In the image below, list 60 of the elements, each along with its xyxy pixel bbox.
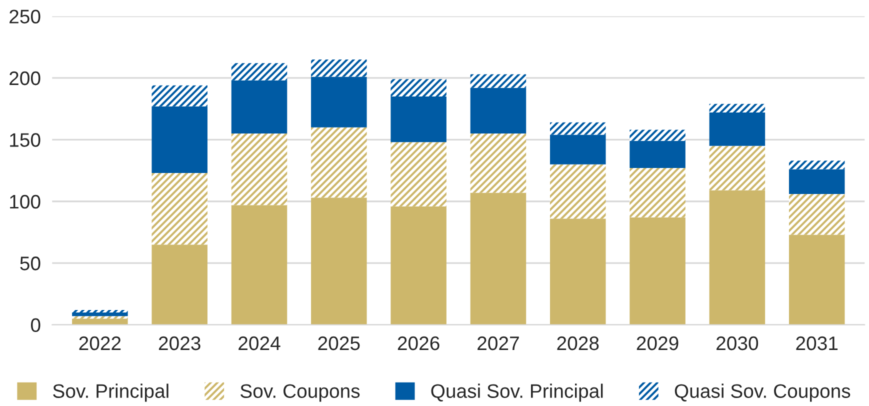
y-tick-label: 50 xyxy=(20,256,40,270)
x-tick-label: 2028 xyxy=(557,336,599,350)
x-tick-label: 2030 xyxy=(716,336,758,350)
bar xyxy=(231,63,288,80)
legend-label: Sov. Coupons xyxy=(240,384,360,402)
bar xyxy=(231,80,288,134)
bar xyxy=(550,218,606,325)
x-tick-label: 2026 xyxy=(398,336,440,350)
bar xyxy=(152,85,208,106)
bar xyxy=(231,205,288,325)
bar xyxy=(390,206,446,325)
y-tick-label: 150 xyxy=(10,133,40,147)
x-tick-label: 2025 xyxy=(318,336,360,350)
y-tick-label: 0 xyxy=(30,318,40,332)
bar xyxy=(709,112,766,146)
legend-label: Quasi Sov. Coupons xyxy=(674,384,850,402)
y-tick-label: 100 xyxy=(10,194,40,209)
bar xyxy=(470,192,526,325)
bar xyxy=(630,217,686,325)
bar xyxy=(470,74,526,88)
x-tick-label: 2024 xyxy=(238,336,280,350)
bar xyxy=(630,168,686,218)
y-tick-label: 250 xyxy=(10,10,40,24)
bar xyxy=(152,244,208,325)
bar xyxy=(390,79,446,96)
bar xyxy=(788,234,845,325)
bar xyxy=(788,169,845,194)
bar xyxy=(709,104,766,113)
bar xyxy=(550,122,606,135)
bar xyxy=(72,318,128,325)
bar xyxy=(311,198,367,325)
bar xyxy=(72,316,128,319)
bar xyxy=(311,59,367,77)
bar xyxy=(788,160,845,170)
bar xyxy=(390,142,446,206)
bar xyxy=(709,190,766,325)
bar xyxy=(152,172,208,245)
bar xyxy=(788,194,845,235)
bar xyxy=(470,133,526,193)
bar xyxy=(72,312,128,316)
bar xyxy=(152,106,208,173)
bar xyxy=(470,88,526,134)
x-tick-label: 2022 xyxy=(79,336,121,350)
x-tick-label: 2023 xyxy=(158,336,200,350)
y-tick-label: 200 xyxy=(10,71,40,86)
bar xyxy=(311,127,367,198)
bar xyxy=(630,130,686,141)
x-tick-label: 2027 xyxy=(478,336,519,350)
x-tick-label: 2031 xyxy=(796,336,838,350)
bar xyxy=(311,76,367,128)
bar xyxy=(231,133,288,206)
legend-label: Sov. Principal xyxy=(53,384,168,402)
bar xyxy=(72,310,128,312)
bar xyxy=(550,134,606,164)
bar xyxy=(550,164,606,219)
x-tick-label: 2029 xyxy=(636,336,678,350)
bar xyxy=(630,140,686,168)
bar xyxy=(709,146,766,190)
bar xyxy=(390,96,446,142)
legend-label: Quasi Sov. Principal xyxy=(431,384,603,402)
